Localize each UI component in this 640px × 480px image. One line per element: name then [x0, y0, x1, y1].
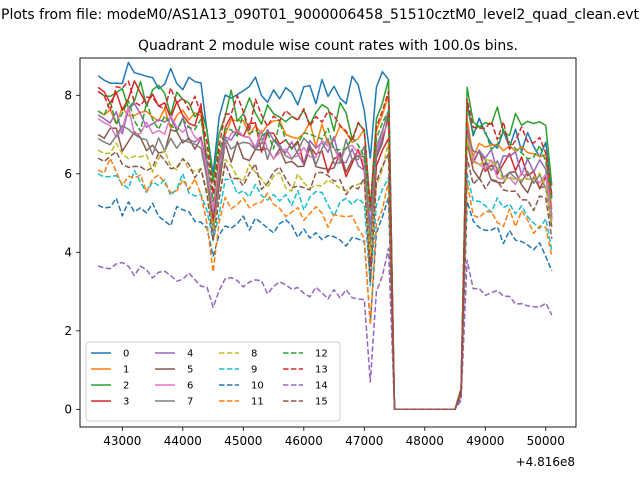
legend-label-14: 14: [315, 381, 328, 392]
figure-suptitle: Plots from file: modeM0/AS1A13_090T01_90…: [1, 7, 639, 23]
y-tick-label: 0: [64, 402, 72, 416]
legend-label-7: 7: [187, 397, 193, 408]
legend-label-11: 11: [251, 397, 264, 408]
y-axis: 0 2 4 6 8: [64, 88, 80, 416]
legend-label-13: 13: [315, 365, 328, 376]
x-axis: 43000 44000 45000 46000 47000 48000 49000 50000: [103, 427, 565, 448]
series-line-0: [97, 61, 553, 411]
legend-label-12: 12: [315, 349, 328, 360]
axes-frame: [79, 57, 577, 428]
legend-label-0: 0: [123, 349, 129, 360]
y-tick-label: 4: [64, 245, 72, 259]
legend-label-8: 8: [251, 349, 257, 360]
series-line-15: [97, 150, 553, 411]
series-line-10: [97, 196, 553, 411]
legend-label-3: 3: [123, 397, 129, 408]
legend-label-10: 10: [251, 381, 264, 392]
series-line-14: [97, 247, 553, 411]
series-line-11: [97, 157, 553, 411]
legend-label-1: 1: [123, 365, 129, 376]
legend-label-15: 15: [315, 397, 328, 408]
legend-label-4: 4: [187, 349, 193, 360]
x-tick-label: 43000: [103, 434, 141, 448]
series-line-4: [97, 102, 553, 411]
legend-label-9: 9: [251, 365, 257, 376]
y-tick-label: 2: [64, 324, 72, 338]
series-line-7: [97, 110, 553, 411]
y-tick-label: 6: [64, 167, 72, 181]
series-line-12: [97, 99, 553, 411]
legend-label-2: 2: [123, 381, 129, 392]
plot-lines: [97, 61, 553, 411]
x-tick-label: 48000: [406, 434, 444, 448]
legend-label-6: 6: [187, 381, 193, 392]
x-tick-label: 47000: [345, 434, 383, 448]
x-tick-label: 45000: [224, 434, 262, 448]
x-tick-label: 49000: [466, 434, 504, 448]
x-tick-label: 46000: [285, 434, 323, 448]
legend-label-5: 5: [187, 365, 193, 376]
series-line-13: [97, 80, 553, 411]
series-line-2: [97, 78, 553, 411]
x-tick-label: 44000: [164, 434, 202, 448]
y-tick-label: 8: [64, 88, 72, 102]
chart-title: Quadrant 2 module wise count rates with …: [138, 38, 518, 54]
x-tick-label: 50000: [527, 434, 565, 448]
series-line-5: [97, 114, 553, 411]
legend-box: [85, 341, 341, 422]
series-line-9: [97, 169, 553, 411]
x-axis-offset-label: +4.816e8: [516, 455, 575, 469]
